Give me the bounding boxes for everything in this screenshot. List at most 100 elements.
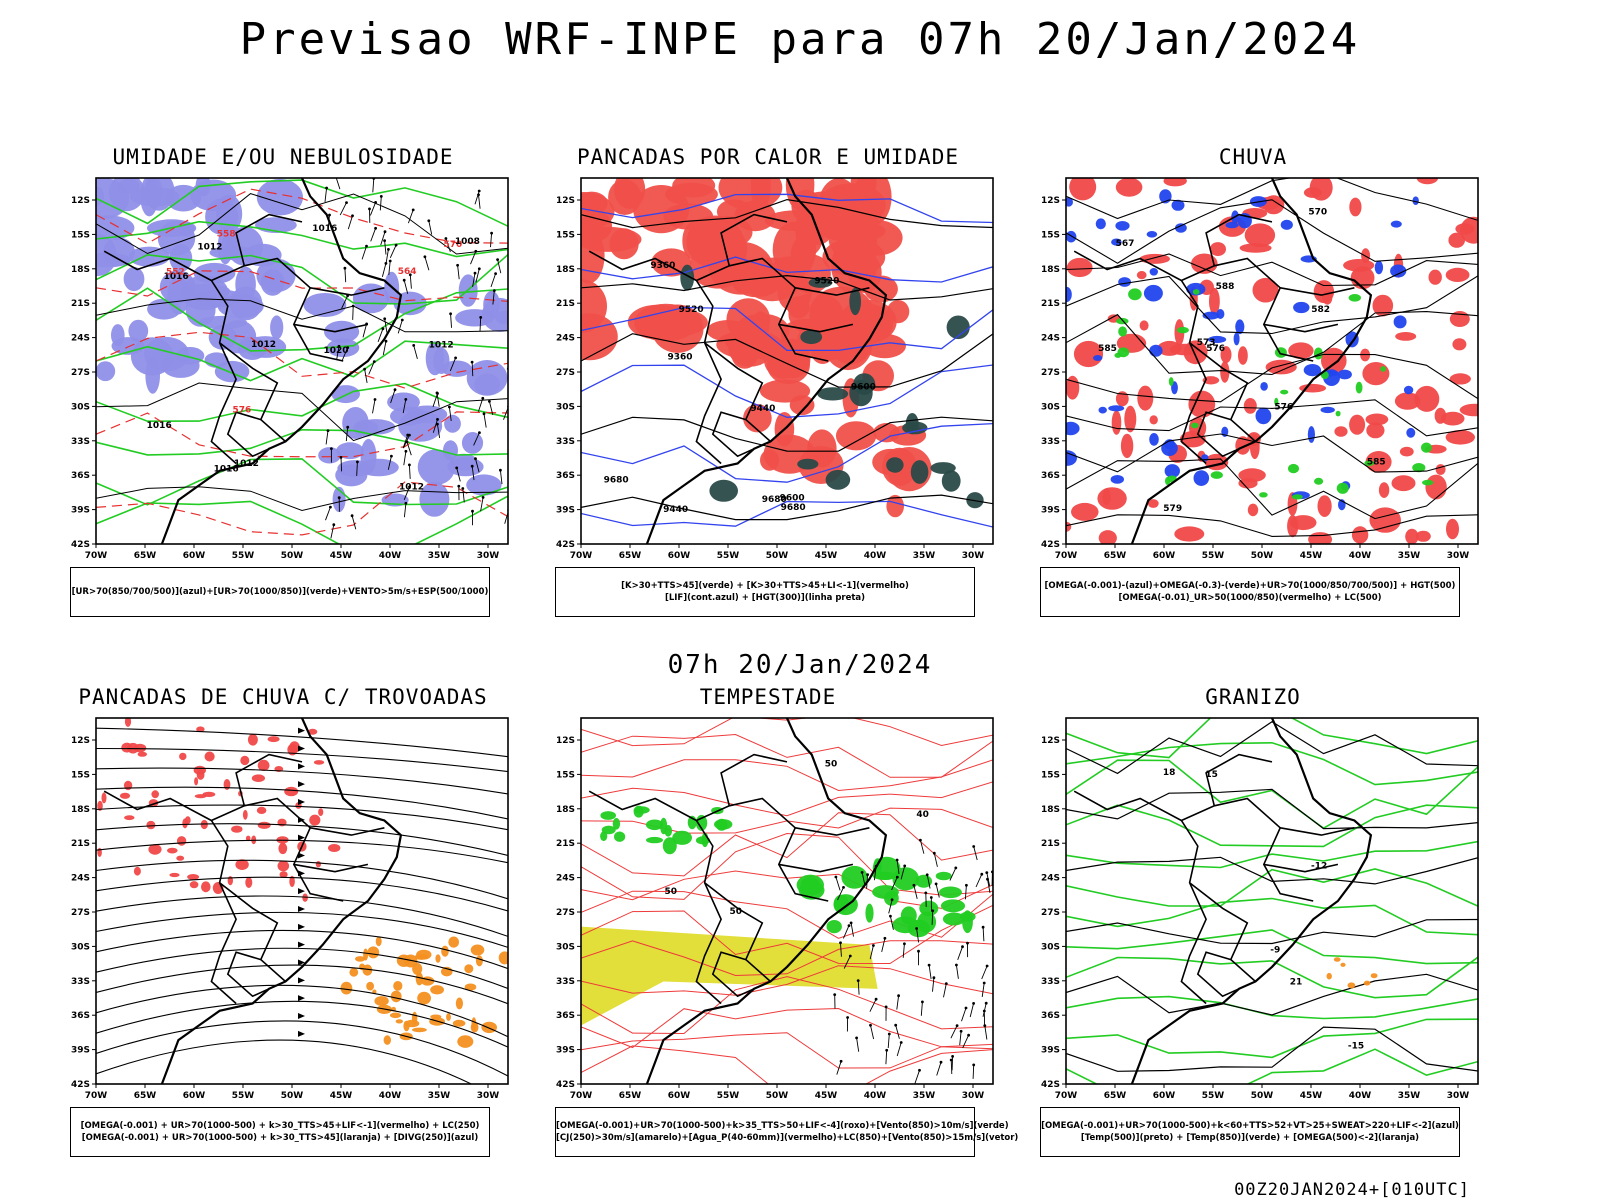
instability-area	[886, 494, 904, 518]
jet-stream-area	[581, 926, 878, 1026]
contour-label: 1012	[399, 483, 424, 493]
map-frame	[95, 717, 509, 1085]
wind-vector	[835, 876, 841, 891]
rain-area	[1124, 405, 1137, 433]
contour-label: -15	[1348, 1042, 1364, 1052]
streamline	[96, 839, 508, 864]
lon-label: 35W	[428, 1091, 451, 1101]
storm-area-red	[200, 819, 208, 830]
country-border	[310, 287, 385, 296]
rain-area	[1441, 411, 1465, 426]
storm-area-orange	[441, 945, 449, 957]
country-border	[711, 411, 755, 458]
omega-blue-area	[1110, 475, 1124, 484]
lat-label: 36S	[71, 1011, 90, 1021]
wind-vector	[372, 178, 375, 193]
lat-label: 30S	[1041, 402, 1060, 412]
wind-vector-head	[408, 273, 412, 277]
wind-vector-head	[374, 226, 377, 230]
storm-area-red	[267, 736, 280, 743]
instability-area	[608, 179, 642, 215]
storm-area-red	[167, 847, 178, 854]
wind-vector	[887, 1033, 890, 1049]
lat-label: 30S	[556, 942, 575, 952]
precipitable-water-contour	[581, 940, 993, 977]
rain-area	[1071, 502, 1099, 521]
wind-vector	[428, 220, 433, 235]
rain-area	[1243, 398, 1257, 414]
humidity-blob	[229, 286, 263, 321]
storm-area-orange	[457, 1035, 474, 1048]
rain-area	[1317, 495, 1332, 517]
lon-label: 40W	[864, 551, 887, 561]
wind-vector	[931, 910, 934, 925]
temp500-contour	[1066, 788, 1478, 830]
wind-vector-head	[895, 858, 899, 862]
omega-blue-area	[1171, 199, 1185, 211]
omega-blue-area	[1095, 218, 1106, 230]
omega-green-area	[1116, 317, 1129, 325]
omega-blue-area	[1143, 284, 1163, 302]
wind-vector-head	[330, 447, 333, 450]
strong-wind-area	[645, 819, 664, 831]
omega-blue-area	[1066, 286, 1072, 303]
wind-vector	[380, 231, 386, 246]
panel-pancadas-calor: PANCADAS POR CALOR E UMIDADE 9680 9680 968…	[525, 145, 1011, 625]
contour-label: 585	[1098, 344, 1117, 354]
wind-vector	[869, 945, 874, 960]
storm-area-orange	[464, 964, 474, 974]
wind-vector	[949, 867, 957, 881]
wind-vector-head	[454, 356, 457, 360]
wind-vector	[351, 515, 357, 530]
wind-vector-head	[383, 317, 387, 321]
wind-vector-head	[478, 431, 481, 435]
wind-vector	[473, 432, 480, 446]
humidity-blob	[324, 320, 360, 343]
wind-vector	[902, 943, 905, 958]
storm-area-red	[256, 806, 267, 814]
wind-vector-head	[965, 883, 968, 887]
wind-vector	[490, 233, 493, 248]
streamline	[96, 859, 508, 900]
country-border	[704, 342, 772, 443]
lon-label: 70W	[570, 551, 593, 561]
lat-label: 12S	[1041, 736, 1060, 746]
lon-label: 55W	[717, 1091, 740, 1101]
rain-area	[1209, 287, 1220, 315]
lon-label: 45W	[330, 1091, 353, 1101]
rain-area	[1191, 253, 1218, 274]
storm-area-red	[315, 861, 321, 868]
wind-vector	[919, 839, 925, 854]
rain-area	[1449, 373, 1471, 385]
storm-area-orange	[430, 985, 444, 995]
strong-wind-area	[600, 831, 608, 842]
wind-vector-head	[345, 201, 348, 204]
wind-vector	[497, 259, 502, 274]
rain-area	[1372, 294, 1394, 317]
wind-vector-head	[944, 982, 948, 985]
rain-area	[1139, 320, 1149, 331]
lon-label: 65W	[1104, 1091, 1127, 1101]
wind-vector	[950, 1025, 958, 1039]
coastline	[645, 178, 888, 544]
country-border	[226, 951, 270, 998]
legend-box: [OMEGA(-0.001)-(azul)+OMEGA(-0.3)-(verde…	[1040, 567, 1460, 617]
wind-vector-head	[448, 405, 451, 409]
wind-vector-head	[972, 1002, 975, 1005]
lon-label: 50W	[281, 1091, 304, 1101]
run-footer: 00Z20JAN2024+[010UTC]	[1234, 1180, 1470, 1200]
rain-area	[1147, 499, 1159, 508]
wind-vector-head	[985, 964, 989, 968]
lat-label: 24S	[556, 874, 575, 884]
map-layers: 9680968096809600960095209520944094409360…	[581, 178, 993, 544]
streamline-arrow	[298, 852, 305, 859]
country-border	[103, 250, 237, 465]
panel-title: CHUVA	[1218, 145, 1288, 169]
omega-blue-area	[1193, 470, 1210, 486]
instability-area	[581, 226, 642, 252]
strong-wind-area	[942, 912, 966, 926]
rain-area	[1399, 446, 1414, 457]
lon-label: 65W	[619, 551, 642, 561]
lon-label: 60W	[1153, 1091, 1176, 1101]
streamline	[96, 929, 508, 970]
